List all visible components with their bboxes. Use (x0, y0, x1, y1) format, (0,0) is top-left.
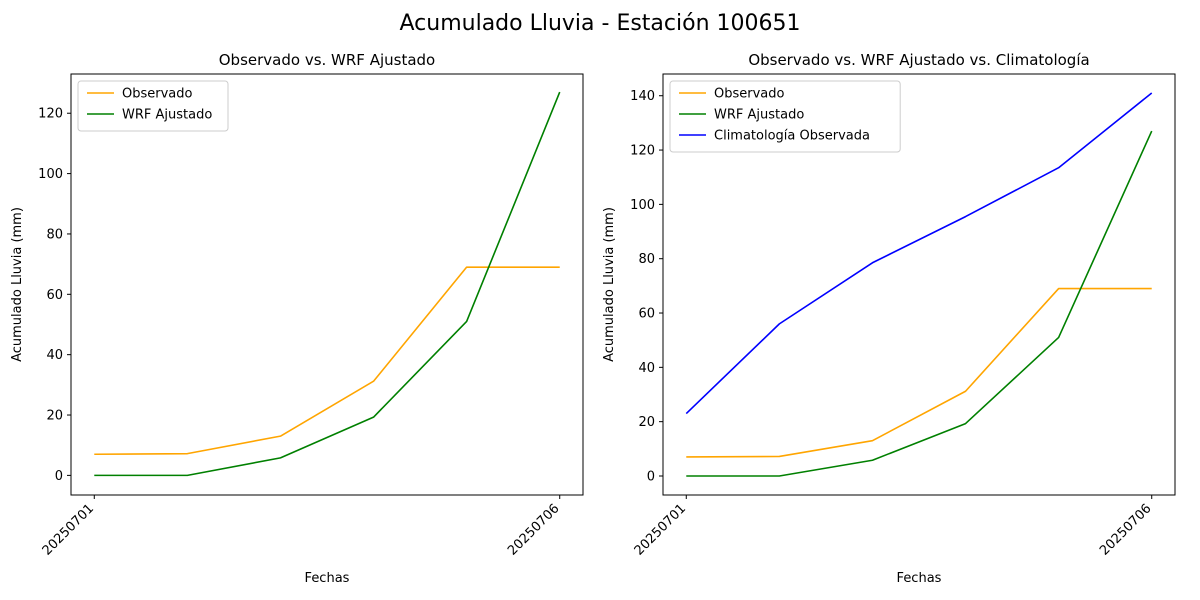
y-tick-label: 120 (38, 107, 63, 122)
series-line-observado (94, 266, 560, 456)
subplot-title: Observado vs. WRF Ajustado vs. Climatolo… (748, 51, 1089, 69)
figure-suptitle: Acumulado Lluvia - Estación 100651 (400, 11, 801, 36)
legend-box (77, 80, 229, 132)
legend-entry: WRF Ajustado (714, 108, 804, 123)
series-lines (94, 91, 561, 477)
y-axis-label: Acumulado Lluvia (mm) (10, 207, 25, 362)
axes-frame (662, 73, 1176, 496)
legend-entry: Observado (714, 87, 785, 102)
y-tick-label: 80 (638, 252, 655, 267)
series-lines (685, 92, 1153, 477)
y-tick-label: 100 (38, 167, 63, 182)
y-tick-label: 20 (46, 409, 63, 424)
x-tick-label: 20250701 (632, 501, 689, 558)
x-tick-label: 20250701 (40, 501, 97, 558)
legend: Observado WRF Ajustado Climatología Observ… (669, 80, 901, 153)
y-tick-label: 80 (46, 227, 63, 242)
axes-frame (70, 73, 584, 496)
y-tick-label: 0 (647, 469, 655, 484)
y-tick-label: 120 (630, 144, 655, 159)
x-tick-label: 20250706 (1097, 501, 1154, 558)
y-tick-label: 100 (630, 198, 655, 213)
series-line-wrf-ajustado (94, 91, 561, 477)
y-tick-label: 20 (638, 415, 655, 430)
y-tick-label: 140 (630, 89, 655, 104)
legend-box (669, 80, 901, 153)
subplot-observado-wrf-climatologia: Observado vs. WRF Ajustado vs. Climatolo… (602, 51, 1176, 586)
y-tick-label: 60 (46, 288, 63, 303)
y-tick-label: 0 (55, 469, 63, 484)
subplot-title: Observado vs. WRF Ajustado (219, 51, 435, 69)
x-axis-label: Fechas (897, 571, 942, 586)
legend-entry: Climatología Observada (714, 129, 870, 144)
x-axis-label: Fechas (305, 571, 350, 586)
subplot-observado-wrf: Observado vs. WRF Ajustado 0 20 40 60 80 100 12… (10, 51, 584, 586)
series-line-observado (686, 287, 1152, 458)
y-axis-label: Acumulado Lluvia (mm) (602, 207, 617, 362)
series-line-wrf-ajustado (686, 130, 1153, 477)
legend-entry: WRF Ajustado (122, 108, 212, 123)
y-tick-label: 40 (638, 361, 655, 376)
y-tick-label: 60 (638, 307, 655, 322)
series-line-climatolog-a-observada (685, 92, 1153, 415)
y-tick-label: 40 (46, 348, 63, 363)
legend: Observado WRF Ajustado (77, 80, 229, 132)
legend-entry: Observado (122, 87, 193, 102)
x-tick-label: 20250706 (505, 501, 562, 558)
